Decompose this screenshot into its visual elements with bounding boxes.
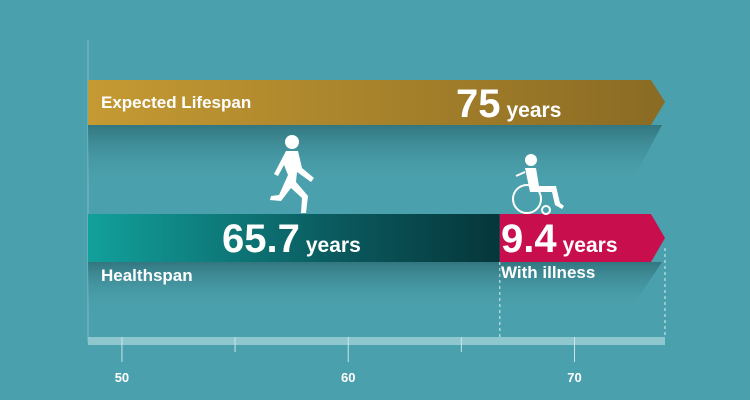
x-axis-tick-label-70: 70 [567,370,582,385]
healthspan-label: Healthspan [101,266,193,285]
x-axis-tick-label-50: 50 [114,370,130,385]
lifespan-value: 75 [456,82,501,126]
lifespan-unit: years [506,99,562,122]
x-axis-ticks [121,337,575,362]
healthspan-unit: years [305,234,361,257]
illness-unit: years [562,234,618,257]
lifespan-value-group: 75 years [456,84,561,124]
runner-icon [270,135,314,213]
bar-expected-lifespan [88,80,665,125]
wheelchair-icon [512,154,564,215]
illness-value: 9.4 [501,217,557,261]
x-axis-bar [88,337,665,345]
bar-healthspan [88,214,500,262]
lifespan-label: Expected Lifespan [101,93,252,112]
illness-label: With illness [501,263,596,282]
lifespan-bar-shadow [88,125,662,185]
bar-with-illness [499,214,665,262]
x-axis-tick-label-60: 60 [340,370,356,385]
healthspan-value-group: 65.7 years [222,219,361,259]
healthspan-value: 65.7 [222,217,300,261]
illness-value-group: 9.4 years [501,219,618,259]
healthspan-bar-shadow [88,262,662,310]
